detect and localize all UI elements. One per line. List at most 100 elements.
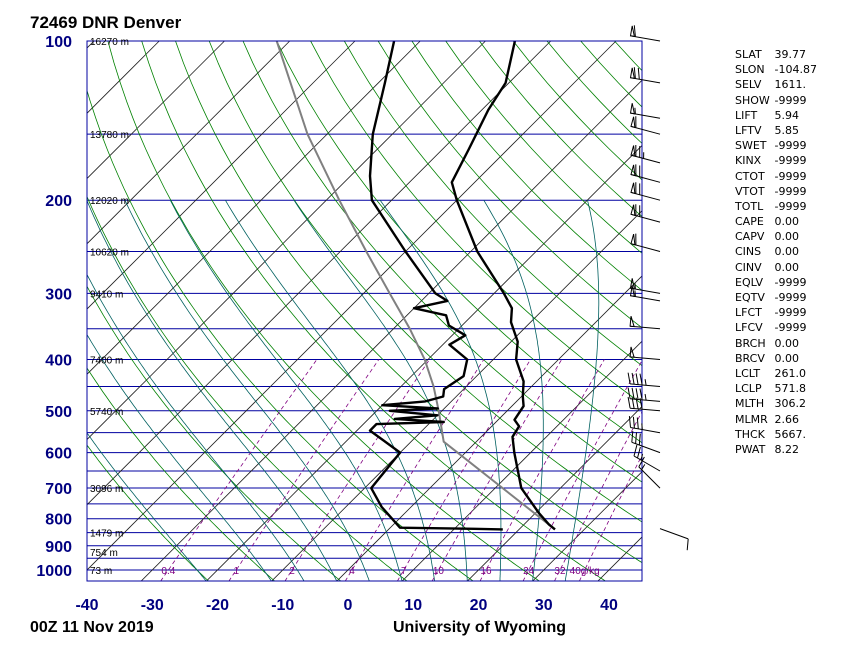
stat-row: PWAT 8.22: [735, 443, 835, 458]
stat-row: LCLP 571.8: [735, 382, 835, 397]
stat-key: LFCT: [735, 306, 762, 320]
parcel-trace: [275, 41, 556, 531]
stat-row: CAPV 0.00: [735, 230, 835, 245]
stat-key: EQTV: [735, 291, 765, 304]
mixing-ratio-label: 24: [523, 566, 535, 577]
wind-barb-full: [627, 372, 631, 384]
dry-adiabat-line: [87, 444, 209, 581]
mixing-ratio-label: 40g/kg: [570, 566, 600, 577]
stat-value: 1611.: [774, 78, 807, 92]
pressure-tick-label: 100: [45, 34, 72, 51]
stat-value: 0.00: [774, 351, 800, 365]
height-label: 5740 m: [90, 407, 123, 418]
wind-barb-flag: [629, 67, 636, 80]
stat-row: SHOW -9999: [735, 94, 835, 109]
wind-barb: [659, 528, 689, 551]
wind-barb-full: [636, 417, 639, 429]
stat-value: -9999: [774, 291, 807, 304]
isotherm-line: [87, 41, 291, 245]
wind-barb-flag: [630, 182, 636, 195]
wind-barb: [629, 285, 661, 302]
wind-barb-full: [639, 373, 643, 385]
stat-value: 306.2: [774, 397, 807, 411]
stat-key: SELV: [735, 78, 762, 92]
wind-barb: [638, 456, 661, 489]
pressure-tick-label: 1000: [36, 563, 72, 580]
mixing-ratio-line: [554, 411, 642, 581]
stat-row: SWET -9999: [735, 139, 835, 154]
stat-key: CINV: [735, 260, 762, 274]
moist-adiabat-line: [293, 199, 468, 581]
stat-key: BRCV: [735, 351, 765, 365]
stat-key: PWAT: [735, 442, 766, 456]
mixing-ratio-line: [578, 454, 642, 581]
pressure-tick-label: 400: [45, 352, 72, 369]
wind-barb-staff: [630, 356, 661, 360]
stat-row: CINS 0.00: [735, 245, 835, 260]
pressure-tick-label: 200: [45, 193, 72, 210]
isotherm-line: [271, 210, 642, 581]
wind-barb-flag: [630, 116, 636, 129]
wind-barb-full: [631, 372, 635, 385]
stat-row: CINV 0.00: [735, 261, 835, 276]
isotherm-line: [140, 79, 642, 581]
wind-barb: [629, 103, 661, 119]
wind-barb-full: [639, 397, 643, 410]
mixing-ratio-label: 1: [233, 566, 239, 577]
stat-key: SLAT: [735, 48, 762, 61]
dry-adiabat-line: [310, 41, 642, 405]
stat-row: BRCH 0.00: [735, 337, 835, 352]
stat-key: TOTL: [735, 199, 764, 213]
stat-value: -9999: [774, 139, 807, 153]
wind-barb-half: [641, 423, 643, 430]
isotherm-line: [87, 41, 95, 49]
wind-barb-staff: [631, 441, 661, 454]
temperature-tick-label: 40: [600, 597, 618, 614]
height-label: 12020 m: [90, 196, 129, 207]
isotherm-line: [336, 275, 642, 581]
dry-adiabat-line: [343, 41, 642, 367]
pressure-tick-label: 900: [45, 539, 72, 556]
observation-time: 00Z 11 Nov 2019: [30, 619, 154, 636]
stat-value: 261.0: [774, 366, 807, 380]
wind-barb: [630, 233, 661, 252]
temperature-tick-label: 20: [470, 597, 488, 614]
stability-indices: SLAT 39.77 SLON -104.87 SELV 1611. SHOW -99…: [735, 48, 835, 458]
wind-barb-full: [637, 446, 641, 459]
wind-barb-full: [627, 387, 631, 399]
dry-adiabat-line: [377, 41, 642, 329]
wind-barbs: [627, 25, 689, 551]
stat-value: 5667.: [774, 427, 807, 441]
temperature-tick-label: -10: [271, 597, 294, 614]
wind-barb-full: [686, 538, 689, 551]
dry-adiabat-line: [175, 41, 642, 564]
stat-value: 0.00: [774, 245, 800, 259]
temperature-tick-label: 30: [535, 597, 553, 614]
pressure-tick-label: 500: [45, 404, 72, 421]
stat-row: CAPE 0.00: [735, 215, 835, 230]
wind-barb-full: [631, 387, 635, 400]
moist-adiabat-line: [169, 200, 403, 581]
wind-barb: [630, 164, 661, 183]
dry-adiabat-line: [107, 41, 540, 581]
wind-barb-staff: [630, 407, 661, 412]
stat-row: MLMR 2.66: [735, 413, 835, 428]
wind-barb-flag: [630, 233, 636, 246]
wind-barb-staff: [638, 466, 661, 489]
wind-barb: [627, 387, 661, 402]
stat-row: SELV 1611.: [735, 78, 835, 93]
wind-barb: [631, 430, 661, 454]
stat-key: LCLP: [735, 382, 762, 396]
wind-barb-flag: [630, 204, 636, 217]
dry-adiabat-line: [87, 285, 342, 581]
mixing-ratio-line: [344, 359, 485, 581]
mixing-ratio-label: 2: [289, 566, 295, 577]
stat-value: 39.77: [774, 48, 807, 61]
stat-key: SLON: [735, 63, 765, 77]
wind-barb-full: [628, 416, 631, 428]
wind-barb-full: [632, 416, 635, 429]
stat-value: -9999: [774, 184, 807, 198]
stat-value: -9999: [774, 169, 807, 183]
moist-adiabat-line: [124, 200, 370, 581]
stat-key: CTOT: [735, 169, 765, 183]
